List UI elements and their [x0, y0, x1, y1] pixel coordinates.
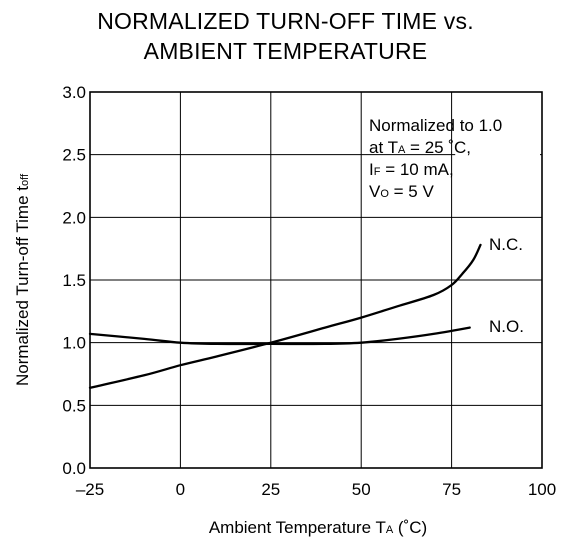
annotation-line: at TA = 25 ˚C, — [369, 138, 471, 157]
x-axis-label-unit: (˚C) — [393, 518, 427, 537]
x-tick-labels: –25 0 25 50 75 100 — [76, 480, 556, 499]
plot-frame — [89, 91, 543, 469]
series-line-no — [88, 326, 471, 346]
y-axis-label-text: Normalized Turn-off Time t — [13, 186, 32, 386]
y-tick-label: 3.0 — [62, 83, 86, 102]
annotation-line: Normalized to 1.0 — [369, 116, 502, 135]
x-tick-label: –25 — [76, 480, 104, 499]
chart-title-line-1: NORMALIZED TURN-OFF TIME vs. — [97, 8, 474, 34]
series-line-nc — [88, 243, 482, 389]
series-lines: N.C. N.O. — [88, 235, 524, 389]
y-tick-label: 0.0 — [62, 459, 86, 478]
y-tick-label: 0.5 — [62, 396, 86, 415]
y-axis-label: Normalized Turn-off Time toff — [13, 173, 32, 386]
y-tick-labels: 0.0 0.5 1.0 1.5 2.0 2.5 3.0 — [62, 83, 86, 478]
series-label-no: N.O. — [489, 317, 524, 336]
y-axis-label-sub: off — [19, 173, 31, 186]
y-tick-label: 1.0 — [62, 334, 86, 353]
x-tick-label: 0 — [176, 480, 185, 499]
annotation-line: IF = 10 mA, — [369, 160, 454, 179]
annotation-box — [455, 98, 540, 208]
x-tick-label: 25 — [261, 480, 280, 499]
y-tick-label: 2.0 — [62, 208, 86, 227]
y-tick-label: 2.5 — [62, 146, 86, 165]
x-axis-label-sub: A — [386, 524, 394, 536]
chart-title-line-2: AMBIENT TEMPERATURE — [143, 38, 428, 64]
x-tick-label: 75 — [442, 480, 461, 499]
y-tick-label: 1.5 — [62, 271, 86, 290]
x-tick-label: 100 — [528, 480, 556, 499]
x-axis-label: Ambient Temperature TA (˚C) — [209, 518, 427, 537]
x-tick-label: 50 — [352, 480, 371, 499]
x-axis-label-text: Ambient Temperature T — [209, 518, 386, 537]
annotation-line: VO = 5 V — [369, 182, 434, 201]
series-label-nc: N.C. — [489, 235, 523, 254]
annotation-text: Normalized to 1.0 at TA = 25 ˚C, IF = 10 m… — [369, 116, 502, 201]
